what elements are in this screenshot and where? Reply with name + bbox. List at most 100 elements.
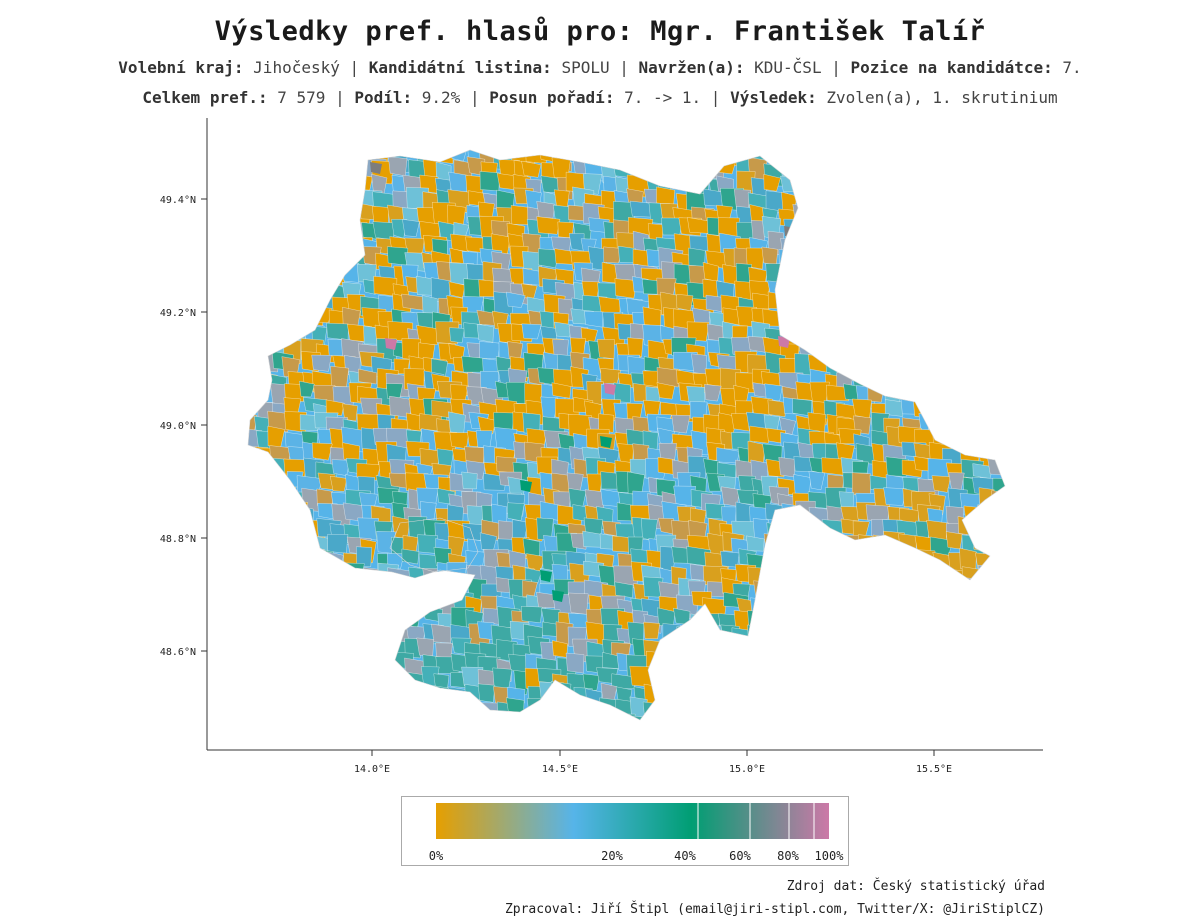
municipality-cell — [926, 658, 947, 680]
municipality-cell — [392, 698, 416, 720]
municipality-cell — [524, 567, 542, 583]
info-value: 7. — [1062, 58, 1082, 77]
municipality-cell — [946, 177, 970, 193]
municipality-cell — [808, 252, 832, 278]
municipality-cell — [288, 263, 306, 286]
x-tick-label: 14.0°E — [354, 764, 390, 775]
municipality-cell — [822, 150, 847, 174]
municipality-cell — [886, 609, 904, 633]
municipality-cell — [749, 656, 770, 680]
municipality-cell — [796, 190, 820, 210]
municipality-cell — [676, 626, 697, 650]
municipality-cell — [1002, 310, 1005, 327]
municipality-cell — [507, 502, 525, 521]
municipality-cell — [656, 186, 675, 205]
municipality-cell — [357, 598, 382, 624]
municipality-cell — [867, 293, 886, 312]
municipality-cell — [311, 354, 332, 372]
municipality-cell — [629, 665, 655, 687]
municipality-cell — [252, 609, 276, 632]
municipality-cell-accent — [600, 436, 612, 448]
municipality-cell — [283, 150, 308, 163]
municipality-cell — [883, 311, 905, 330]
municipality-cell — [703, 458, 720, 476]
municipality-cell — [843, 223, 866, 249]
municipality-cell — [990, 718, 1005, 720]
municipality-cell — [856, 702, 877, 720]
municipality-cell — [970, 250, 988, 270]
municipality-cell — [903, 642, 924, 662]
municipality-cell — [448, 171, 468, 193]
municipality-cell — [340, 622, 362, 646]
municipality-cell — [266, 264, 285, 289]
municipality-cell — [536, 201, 556, 219]
municipality-cell — [928, 253, 947, 278]
municipality-cell — [944, 388, 968, 413]
municipality-cell — [902, 339, 922, 363]
municipality-cell — [747, 624, 766, 643]
municipality-cell — [865, 504, 890, 522]
info-value: 9.2% — [421, 88, 461, 107]
municipality-cell — [248, 396, 254, 421]
municipality-cell — [273, 150, 290, 168]
municipality-cell — [1009, 281, 1027, 301]
municipality-cell — [343, 667, 360, 691]
municipality-cell — [796, 177, 817, 197]
municipality-cell — [962, 410, 978, 428]
municipality-cell — [598, 413, 615, 433]
municipality-cell — [809, 673, 832, 691]
municipality-cell — [858, 566, 879, 583]
municipality-cell — [868, 307, 888, 327]
municipality-cell — [327, 534, 349, 554]
municipality-cell — [856, 550, 872, 568]
municipality-cell — [821, 457, 845, 476]
municipality-cell — [797, 666, 815, 684]
municipality-cell — [478, 201, 495, 218]
municipality-cell — [326, 638, 352, 658]
municipality-cell — [506, 291, 526, 308]
municipality-cell — [993, 702, 1005, 720]
municipality-cell — [330, 204, 355, 230]
municipality-cell — [929, 368, 953, 386]
municipality-cell — [272, 158, 291, 175]
municipality-cell — [764, 383, 783, 402]
municipality-cell — [960, 576, 984, 602]
municipality-cell — [656, 382, 675, 400]
municipality-cell — [258, 579, 279, 595]
municipality-cell — [971, 641, 993, 658]
municipality-cell — [248, 627, 254, 646]
municipality-cell — [330, 222, 354, 248]
municipality-cell — [885, 399, 904, 417]
municipality-cell — [311, 190, 332, 209]
municipality-cell — [823, 716, 842, 720]
municipality-cell — [613, 382, 631, 403]
municipality-cell — [358, 368, 377, 385]
municipality-cell — [779, 535, 799, 555]
municipality-cell — [783, 639, 802, 657]
municipality-cell — [812, 307, 833, 333]
municipality-cell — [378, 592, 394, 612]
municipality-cell — [257, 246, 274, 272]
municipality-cell — [254, 220, 279, 238]
municipality-cell — [858, 534, 879, 553]
municipality-cell — [839, 712, 865, 720]
municipality-cell — [476, 717, 492, 720]
municipality-cell — [477, 683, 496, 703]
municipality-cell — [975, 231, 997, 251]
municipality-cell — [798, 280, 821, 301]
x-tick-label: 14.5°E — [542, 764, 578, 775]
municipality-cell — [342, 656, 367, 678]
municipality-cell — [901, 548, 919, 569]
municipality-cell — [248, 636, 258, 654]
municipality-cell — [373, 688, 398, 711]
municipality-cell — [823, 203, 848, 229]
municipality-cell — [852, 217, 873, 240]
municipality-cell — [958, 231, 979, 256]
municipality-cell — [797, 150, 822, 163]
municipality-cell — [378, 667, 401, 684]
municipality-cell — [663, 637, 686, 658]
municipality-cell — [870, 358, 888, 381]
municipality-cell — [284, 502, 309, 521]
municipality-cell — [777, 607, 794, 625]
municipality-cell — [436, 575, 456, 592]
